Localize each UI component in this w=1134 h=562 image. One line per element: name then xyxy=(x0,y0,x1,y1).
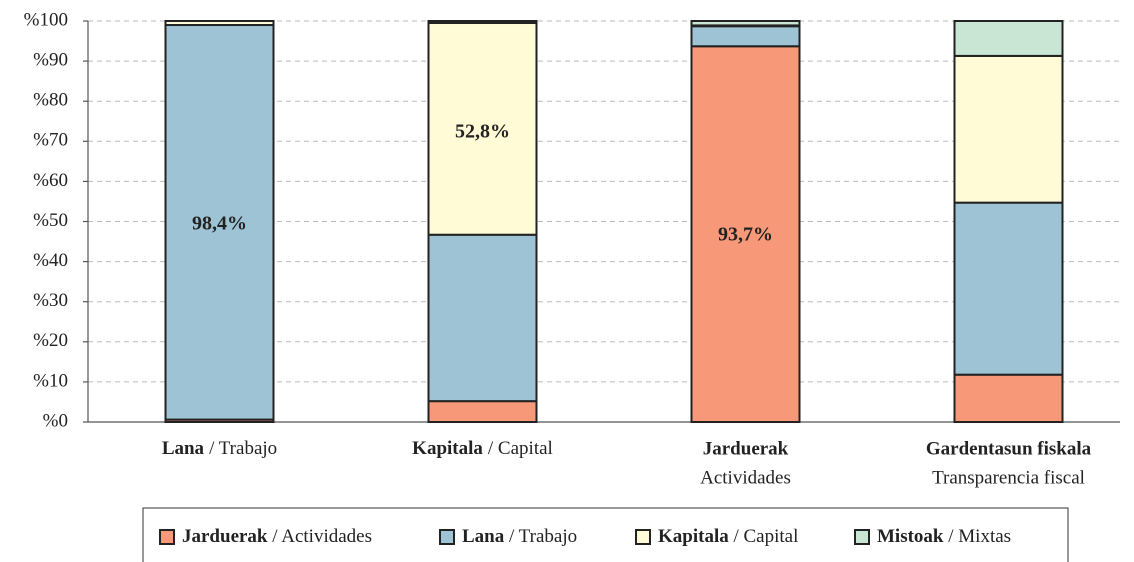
category-translation: / Capital xyxy=(488,438,553,459)
y-tick-label: %10 xyxy=(33,370,68,391)
bar-segment xyxy=(953,20,1064,57)
legend-box xyxy=(142,507,1069,562)
category-translation: Actividades xyxy=(700,467,791,488)
bar-segment xyxy=(953,201,1064,376)
bar-segment xyxy=(953,54,1064,204)
category-translation: / Trabajo xyxy=(209,438,277,459)
y-tick-label: %60 xyxy=(33,170,68,191)
legend-swatch xyxy=(635,529,651,545)
y-tick-label: %80 xyxy=(33,90,68,111)
bar-segment xyxy=(427,233,538,403)
legend-label: Lana / Trabajo xyxy=(462,526,577,547)
bar-segment xyxy=(164,20,275,27)
category-name: Gardentasun fiskala xyxy=(926,438,1092,459)
y-tick-label: %40 xyxy=(33,250,68,271)
legend-swatch xyxy=(854,529,870,545)
y-tick-label: %0 xyxy=(43,410,68,431)
bar-segment xyxy=(427,22,538,236)
value-label: 93,7% xyxy=(718,224,773,246)
legend-swatch xyxy=(159,529,175,545)
y-tick-label: %70 xyxy=(33,130,68,151)
legend-label: Mistoak / Mixtas xyxy=(877,526,1011,547)
category-translation: Transparencia fiscal xyxy=(932,467,1085,488)
legend-label: Kapitala / Capital xyxy=(658,526,798,547)
value-label: 52,8% xyxy=(455,121,510,143)
x-tick-label: Kapitala / Capital xyxy=(412,438,553,459)
y-tick-label: %50 xyxy=(33,210,68,231)
y-tick-label: %30 xyxy=(33,290,68,311)
legend-label: Jarduerak / Actividades xyxy=(182,526,372,547)
bar-segment xyxy=(690,25,801,48)
category-name: Kapitala xyxy=(412,438,483,459)
bar-segment xyxy=(427,400,538,424)
bar-segment xyxy=(690,20,801,27)
category-name: Jarduerak xyxy=(703,438,789,459)
bar-segment xyxy=(427,20,538,25)
legend-swatch xyxy=(439,529,455,545)
y-tick-label: %90 xyxy=(33,49,68,70)
bar-segment xyxy=(953,373,1064,424)
x-tick-label: Lana / Trabajo xyxy=(162,438,277,459)
y-tick-label: %100 xyxy=(24,9,68,30)
y-tick-label: %20 xyxy=(33,330,68,351)
bar-segment xyxy=(690,45,801,423)
category-name: Lana xyxy=(162,438,205,459)
value-label: 98,4% xyxy=(192,213,247,235)
bar-segment xyxy=(164,24,275,421)
